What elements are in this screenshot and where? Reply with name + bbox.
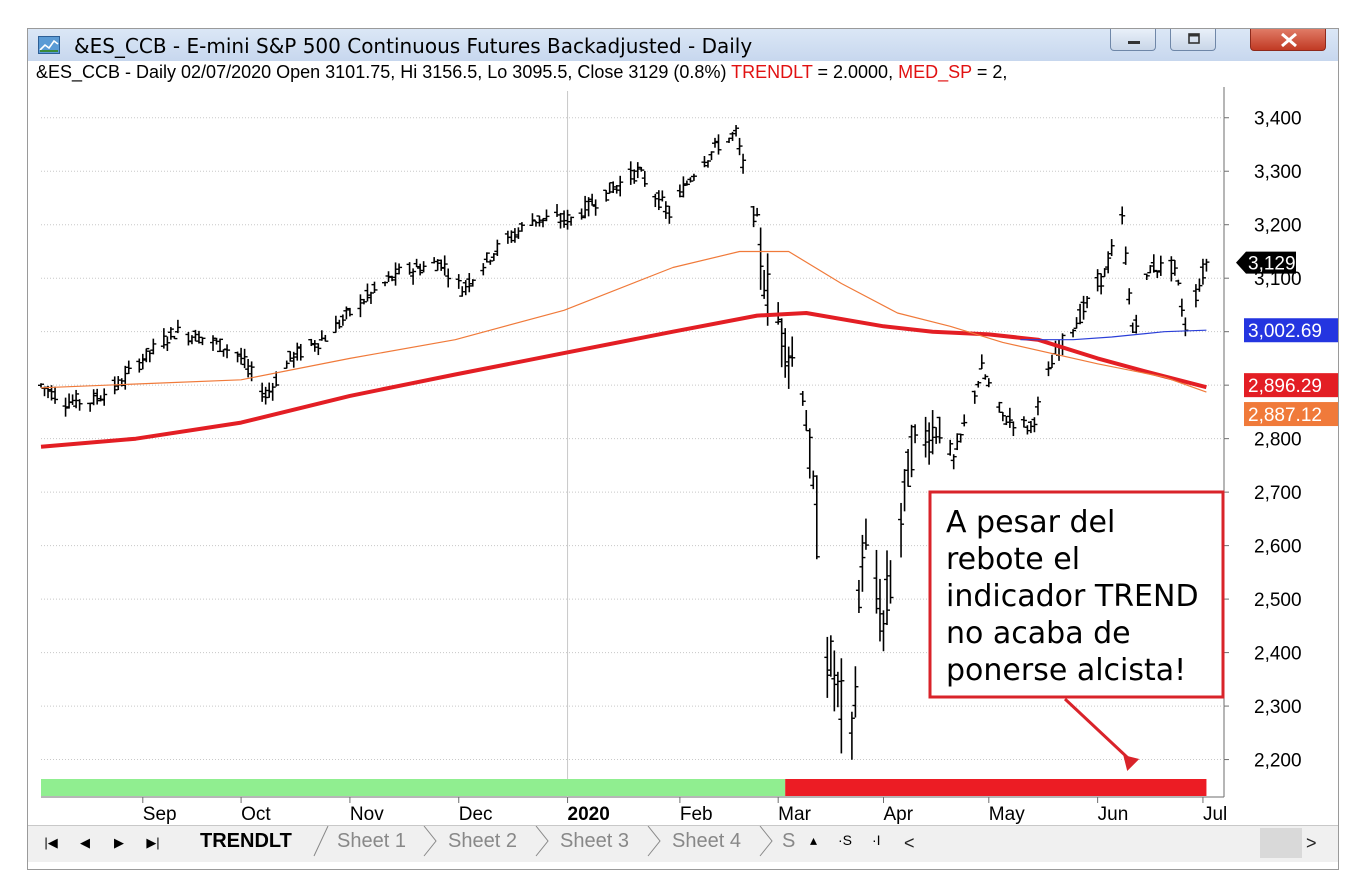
tab-trendlt[interactable]: TRENDLT bbox=[200, 830, 292, 852]
x-tick-label: Apr bbox=[883, 804, 913, 825]
info-bar-indicator-1-name: TRENDLT bbox=[731, 62, 813, 82]
trend-strip-bearish bbox=[785, 779, 1207, 796]
tab-sheet-2[interactable]: Sheet 2 bbox=[448, 830, 517, 852]
x-tick-label: Dec bbox=[459, 804, 493, 825]
y-tick-label: 2,400 bbox=[1254, 644, 1302, 665]
tab-separator bbox=[647, 826, 661, 857]
info-bar-indicator-2-name: MED_SP bbox=[898, 62, 972, 82]
annotation-text-line: no acaba de bbox=[946, 616, 1131, 651]
x-tick-label: May bbox=[989, 804, 1025, 825]
value-label: 2,896.29 bbox=[1248, 376, 1322, 397]
close-icon bbox=[1281, 32, 1297, 48]
tab-sheet-3[interactable]: Sheet 3 bbox=[560, 830, 629, 852]
first-sheet-icon[interactable]: |◀ bbox=[44, 835, 58, 850]
y-tick-label: 2,600 bbox=[1254, 537, 1302, 558]
y-tick-label: 2,200 bbox=[1254, 751, 1302, 772]
annotation-text-line: rebote el bbox=[946, 542, 1080, 577]
x-tick-label: Jun bbox=[1098, 804, 1129, 825]
chart-info-bar: &ES_CCB - Daily 02/07/2020 Open 3101.75,… bbox=[36, 62, 1231, 83]
window-title: &ES_CCB - E-mini S&P 500 Continuous Futu… bbox=[74, 34, 753, 58]
info-bar-ohlc: &ES_CCB - Daily 02/07/2020 Open 3101.75,… bbox=[36, 62, 727, 82]
minimize-button[interactable] bbox=[1110, 29, 1156, 51]
prev-sheet-icon[interactable]: ◀ bbox=[80, 835, 90, 850]
value-label-box bbox=[1244, 318, 1338, 343]
next-sheet-icon[interactable]: ▶ bbox=[114, 835, 124, 850]
y-tick-label: 3,300 bbox=[1254, 162, 1302, 183]
maximize-icon bbox=[1188, 33, 1200, 44]
y-tick-label: 2,300 bbox=[1254, 697, 1302, 718]
chart-app-icon bbox=[38, 36, 60, 54]
tab-separator bbox=[313, 826, 329, 857]
tab-separator bbox=[535, 826, 549, 857]
value-label: 3,002.69 bbox=[1248, 321, 1322, 342]
last-sheet-icon[interactable]: ▶| bbox=[146, 835, 160, 850]
annotation-text-line: ponerse alcista! bbox=[946, 653, 1186, 688]
x-tick-label: 2020 bbox=[568, 804, 610, 825]
y-tick-label: 3,400 bbox=[1254, 109, 1302, 130]
med-sp-average-line bbox=[40, 311, 1207, 449]
sheet-option-i-button[interactable]: ·I bbox=[872, 832, 881, 848]
y-tick-label: 3,100 bbox=[1254, 269, 1302, 290]
x-tick-label: Oct bbox=[241, 804, 271, 825]
close-button[interactable] bbox=[1250, 29, 1326, 51]
price-chart[interactable]: 2,2002,3002,4002,5002,6002,7002,8002,900… bbox=[28, 29, 1338, 825]
sheet-option-s-button[interactable]: ·S bbox=[838, 832, 852, 848]
scroll-left-icon[interactable]: < bbox=[904, 833, 915, 853]
x-tick-label: Feb bbox=[680, 804, 713, 825]
annotation-arrow-head bbox=[1123, 755, 1140, 771]
x-tick-label: Nov bbox=[350, 804, 384, 825]
blue-average-line bbox=[1020, 329, 1207, 341]
annotation-box bbox=[928, 490, 1225, 699]
y-tick-label: 2,700 bbox=[1254, 483, 1302, 504]
value-label: 2,887.12 bbox=[1248, 405, 1322, 426]
info-bar-indicator-2-value: = 2, bbox=[976, 62, 1008, 82]
horizontal-scrollbar-thumb[interactable] bbox=[1260, 828, 1302, 858]
tab-sheet-4[interactable]: Sheet 4 bbox=[672, 830, 741, 852]
annotation-text-line: indicador TREND bbox=[946, 579, 1199, 614]
y-tick-label: 2,800 bbox=[1254, 430, 1302, 451]
maximize-button[interactable] bbox=[1170, 29, 1216, 51]
x-tick-label: Jul bbox=[1203, 804, 1227, 825]
scroll-right-icon[interactable]: > bbox=[1306, 833, 1317, 853]
annotation-text-line: A pesar del bbox=[946, 505, 1115, 540]
chart-window: &ES_CCB - E-mini S&P 500 Continuous Futu… bbox=[27, 28, 1339, 870]
last-price-label: 3,129 bbox=[1248, 254, 1296, 275]
x-tick-label: Mar bbox=[778, 804, 811, 825]
orange-average-line bbox=[40, 250, 1207, 393]
tab-sheet-5-truncated[interactable]: S bbox=[782, 830, 796, 852]
tab-separator bbox=[423, 826, 437, 857]
sheet-option-icon[interactable]: ▴ bbox=[810, 832, 818, 848]
sheet-tab-bar: |◀ ◀ ▶ ▶| TRENDLT Sheet 1 Sheet 2 Sheet … bbox=[28, 825, 1338, 862]
value-label-box bbox=[1244, 402, 1338, 427]
title-bar[interactable]: &ES_CCB - E-mini S&P 500 Continuous Futu… bbox=[28, 29, 1338, 61]
annotation-arrow-shaft bbox=[1063, 697, 1134, 764]
y-tick-label: 3,200 bbox=[1254, 216, 1302, 237]
tab-sheet-1[interactable]: Sheet 1 bbox=[337, 830, 406, 852]
y-tick-label: 2,500 bbox=[1254, 590, 1302, 611]
tab-separator bbox=[759, 826, 773, 857]
minimize-icon bbox=[1128, 41, 1140, 44]
value-label-box bbox=[1244, 373, 1338, 398]
info-bar-indicator-1-value: = 2.0000, bbox=[817, 62, 894, 82]
x-tick-label: Sep bbox=[143, 804, 177, 825]
trend-strip-bullish bbox=[41, 779, 786, 796]
last-price-label-box bbox=[1236, 251, 1296, 274]
